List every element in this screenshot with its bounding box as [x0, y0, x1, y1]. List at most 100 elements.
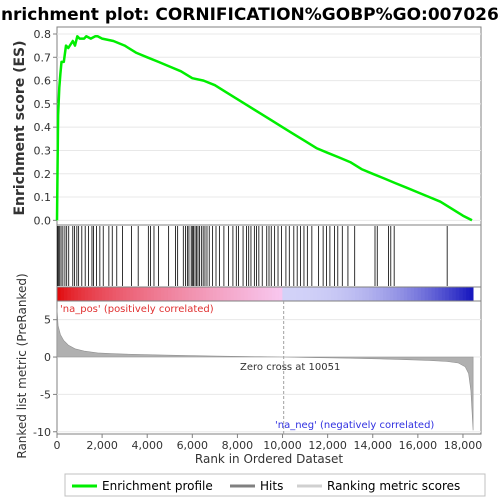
color-bar-segment	[313, 287, 318, 301]
color-bar-segment	[181, 287, 186, 301]
color-bar-segment	[396, 287, 401, 301]
color-bar-segment	[431, 287, 436, 301]
color-bar-segment	[376, 287, 380, 301]
color-bar-segment	[320, 287, 325, 301]
metric-tick-label: -5	[40, 388, 51, 401]
es-panel-frame	[56, 26, 482, 226]
x-tick-label: 4,000	[131, 439, 163, 452]
color-bar-segment	[289, 287, 294, 301]
color-bar-segment	[441, 287, 446, 301]
legend-label-enrichment-profile: Enrichment profile	[102, 479, 213, 493]
color-bar-segment	[57, 287, 61, 301]
es-tick-label: 0.4	[34, 121, 52, 134]
color-bar-segment	[206, 287, 210, 301]
metric-y-ticks: -10 -5 0 5	[33, 314, 57, 439]
color-bar-segment	[424, 287, 429, 301]
color-bar-segment	[161, 287, 165, 301]
color-bar-segment	[261, 287, 266, 301]
color-bar-segment	[362, 287, 367, 301]
color-bar-segment	[296, 287, 301, 301]
metric-area-group	[56, 308, 474, 431]
color-bar-segment	[213, 287, 217, 301]
color-bar-segment	[136, 287, 141, 301]
color-bar-segment	[102, 287, 106, 301]
color-bar-segment	[438, 287, 443, 301]
color-bar-segment	[469, 287, 474, 301]
color-bar-segment	[389, 287, 394, 301]
color-bar-segment	[421, 287, 425, 301]
color-bar-segment	[382, 287, 387, 301]
color-bar-segment	[143, 287, 148, 301]
color-bar-segment	[147, 287, 152, 301]
color-bar-segment	[199, 287, 204, 301]
color-bar-segment	[372, 287, 377, 301]
color-bar-segment	[386, 287, 391, 301]
color-bar-segment	[278, 287, 283, 301]
chart-title: Enrichment plot: CORNIFICATION%GOBP%GO:0…	[0, 5, 500, 25]
color-bar-segment	[306, 287, 311, 301]
es-tick-label: 0.5	[34, 98, 52, 111]
neg-correlated-label: 'na_neg' (negatively correlated)	[275, 420, 434, 431]
color-bar-segment	[341, 287, 346, 301]
color-bar-segment	[126, 287, 131, 301]
x-axis-ticks: 0 2,000 4,000 6,000 8,000 10,000 12,000 14,000 1…	[54, 434, 482, 452]
color-bar-segment	[244, 287, 249, 301]
color-bar-segment	[445, 287, 450, 301]
zero-cross-label: Zero cross at 10051	[240, 362, 340, 373]
color-bar-segment	[105, 287, 110, 301]
metric-y-axis-label: Ranked list metric (PreRanked)	[15, 273, 29, 458]
color-bar-segment	[407, 287, 412, 301]
color-bar-segment	[417, 287, 422, 301]
color-bar-segment	[414, 287, 419, 301]
color-bar-segment	[223, 287, 228, 301]
x-axis-label: Rank in Ordered Dataset	[195, 452, 343, 466]
color-bar-segment	[379, 287, 384, 301]
color-bar-segment	[70, 287, 75, 301]
legend: Enrichment profile Hits Ranking metric sco…	[72, 479, 460, 493]
x-tick-label: 14,000	[353, 439, 392, 452]
color-bar-segment	[428, 287, 432, 301]
es-y-axis-label: Enrichment score (ES)	[12, 40, 28, 215]
color-bar-segment	[369, 287, 373, 301]
color-bar-segment	[67, 287, 72, 301]
color-bar-segment	[265, 287, 269, 301]
color-bar-segment	[140, 287, 145, 301]
color-bar-segment	[219, 287, 224, 301]
color-bar-segment	[150, 287, 155, 301]
color-bar-segment	[351, 287, 356, 301]
es-tick-label: 0.0	[34, 214, 52, 227]
legend-label-ranking-metric: Ranking metric scores	[327, 479, 460, 493]
color-bar-segment	[324, 287, 328, 301]
color-bar-segment	[327, 287, 332, 301]
color-bar-segment	[334, 287, 339, 301]
legend-label-hits: Hits	[260, 479, 283, 493]
es-tick-label: 0.6	[34, 75, 52, 88]
color-bar-segment	[434, 287, 439, 301]
color-bar-segment	[63, 287, 68, 301]
metric-panel-frame	[56, 300, 482, 435]
x-tick-label: 12,000	[308, 439, 347, 452]
color-bar-segment	[348, 287, 353, 301]
color-bar-segment	[112, 287, 117, 301]
color-bar-segment	[174, 287, 179, 301]
color-bar-segment	[452, 287, 457, 301]
es-gridlines	[57, 33, 481, 221]
color-bar-segment	[462, 287, 467, 301]
color-bar-segment	[410, 287, 415, 301]
color-bar-segment	[365, 287, 370, 301]
color-bar-segment	[60, 287, 65, 301]
color-bar-segment	[268, 287, 273, 301]
color-bar-segment	[403, 287, 408, 301]
color-bar-segment	[344, 287, 349, 301]
color-bar-segment	[230, 287, 235, 301]
color-bar-segment	[303, 287, 308, 301]
hits-group	[57, 226, 448, 286]
color-bar-segment	[202, 287, 207, 301]
color-bar-segment	[292, 287, 297, 301]
color-bar-segment	[355, 287, 360, 301]
color-bar-segment	[337, 287, 342, 301]
color-bar-segment	[282, 287, 287, 301]
color-bar-segment	[133, 287, 138, 301]
color-bar-segment	[240, 287, 245, 301]
